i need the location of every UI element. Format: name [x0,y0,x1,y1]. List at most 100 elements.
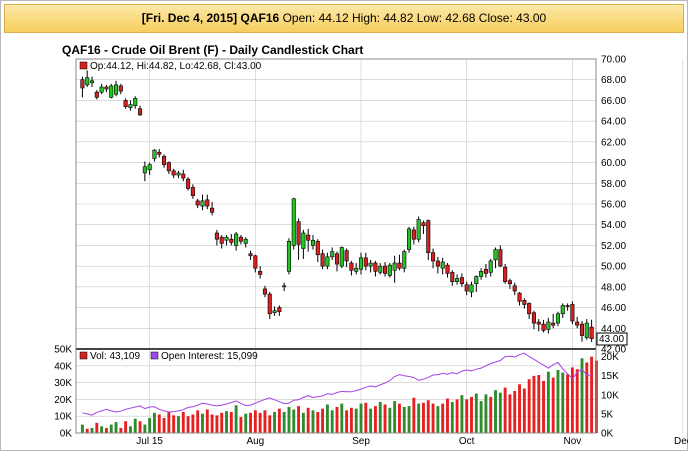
candle-up [555,313,561,324]
candle-down [248,253,253,257]
candle-down [527,303,532,315]
candle-down [157,151,162,155]
candle-down [397,262,402,269]
volume-bar [306,407,310,433]
candle-down [589,326,594,339]
volume-bar [321,408,325,433]
candle-down [459,277,464,285]
candle-down [464,284,469,292]
volume-tick-label: 10K [54,412,72,423]
volume-bar [244,413,248,433]
volume-bar [153,412,156,433]
candle-down [195,200,200,206]
volume-bar [580,358,584,433]
volume-bar [522,388,526,433]
volume-bar [369,408,373,433]
x-tick-label: Sep [352,436,370,447]
price-tick-label: 70.00 [601,55,626,66]
last-price-box [596,332,628,346]
candle-down [162,156,167,165]
candle-up [89,80,95,84]
volume-bar [114,422,118,433]
last-price-label: 43.00 [599,334,624,345]
price-axis: 70.00 68.00 66.00 64.00 62.00 60.00 58.00 56.00… [601,55,626,356]
volume-bar [186,416,190,433]
volume-bar [229,412,233,433]
price-legend: Op:44.12, Hi:44.82, Lo:42.68, Cl:43.00 [79,61,262,72]
candle-down [363,257,368,267]
candle-down [190,187,195,197]
candle-up [234,233,239,246]
volume-bar [104,427,108,433]
volume-bar [412,397,416,433]
volume-bar [518,384,521,433]
x-tick-label: Oct [459,436,475,447]
candle-down [517,292,522,302]
candle-down [421,222,426,227]
x-tick-label: Jul 15 [136,436,163,447]
candle-up [310,239,316,246]
volume-tick-label: 40K [54,361,72,372]
quote-date: [Fri. Dec 4, 2015] [141,11,238,25]
candle-down [171,170,176,176]
volume-bar [109,424,113,433]
candle-down [320,253,325,267]
volume-bar [470,396,473,433]
candle-up [416,219,421,240]
volume-bar [460,395,464,433]
candle-up [387,264,392,276]
candle-up [200,200,205,207]
candle-down [123,100,128,107]
candle-up [546,321,551,330]
candle-down [344,250,349,262]
volume-bar [498,392,502,433]
candle-down [541,323,546,331]
candle-down [570,304,575,322]
candle-down [186,178,191,189]
volume-bar [95,422,99,433]
candle-up [479,271,484,277]
candle-up [147,164,152,171]
volume-bar [407,406,411,433]
volume-bar [138,421,142,433]
candle-down [94,91,99,98]
volume-bar [215,415,219,433]
candle-down [498,249,503,267]
volume-legend: Vol: 43,109 Open Interest: 15,099 [79,351,258,362]
candle-up [176,172,181,176]
volume-bar [566,374,570,433]
volume-tick-label: 20K [54,395,72,406]
volume-bar [277,408,281,433]
volume-bar [210,414,214,433]
volume-bar [287,406,291,433]
volume-bar [258,412,262,433]
volume-bar [364,402,368,433]
candle-down [238,236,243,242]
high-value: 44.82 [383,11,414,25]
candle-down [507,280,512,285]
volume-bar [489,396,493,433]
volume-bar [575,369,579,433]
candle-down [426,220,431,253]
volume-bar [436,406,440,433]
volume-bar [80,424,84,433]
volume-bar [561,372,565,433]
candle-down [522,300,527,305]
candle-up [330,251,335,258]
volume-bar [398,403,401,433]
volume-bar [393,401,397,433]
candle-up [99,86,104,93]
volume-bar [301,412,305,433]
volume-bar [273,412,276,433]
price-tick-label: 58.00 [601,179,626,190]
oi-tick-label: 0K [601,429,614,440]
candle-down [383,265,388,274]
candle-down [80,79,85,89]
volume-bar [220,412,224,433]
candle-down [373,262,378,272]
oi-tick-label: 5K [601,409,614,420]
volume-bar [340,403,344,433]
candle-down [253,255,258,269]
volume-bar [90,427,94,433]
